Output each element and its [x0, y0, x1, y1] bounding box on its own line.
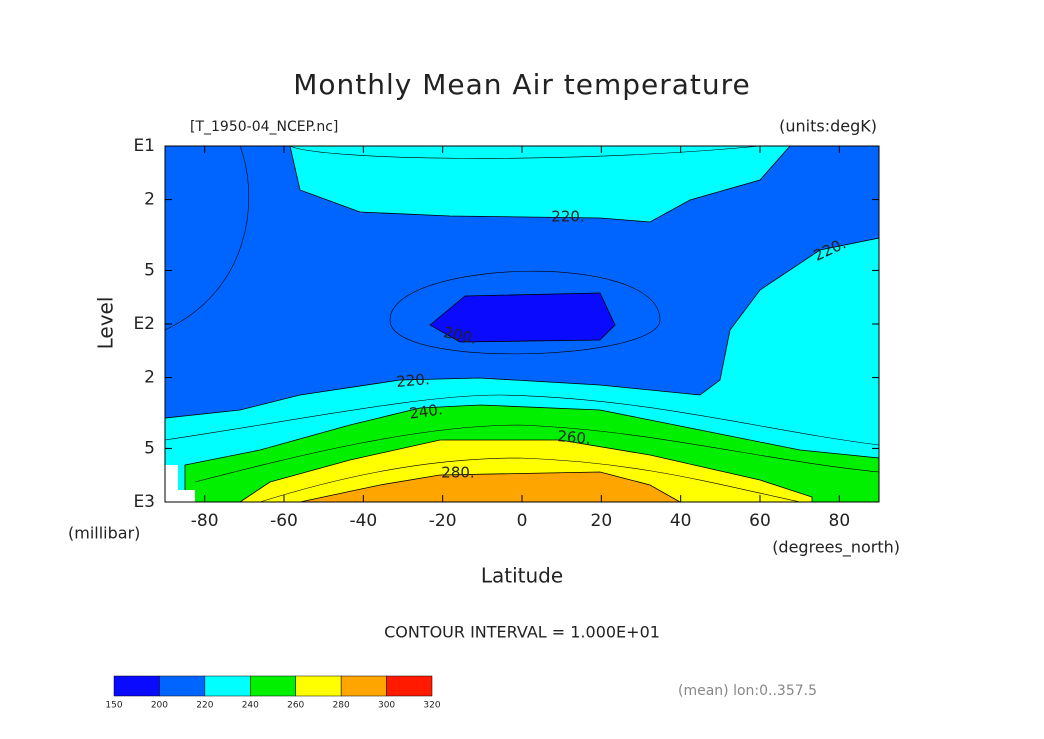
contour-band: [164, 145, 880, 419]
colorbar-label: 280: [333, 701, 350, 711]
y-tick-label: 5: [144, 260, 155, 280]
contour-line: [164, 394, 880, 446]
contour-label: 220.: [396, 370, 431, 391]
colorbar-label: 220: [196, 701, 213, 711]
colorbar-label: 260: [287, 701, 304, 711]
colorbar-box: [113, 675, 160, 697]
x-tick-label: -40: [349, 511, 377, 531]
colorbar-label: 300: [378, 701, 395, 711]
contour-line: [194, 424, 880, 483]
contour-line: [289, 145, 761, 159]
x-axis-label: Latitude: [481, 564, 563, 588]
contour-line: [164, 145, 249, 331]
colorbar-label: 200: [151, 701, 168, 711]
contour-label: 280.: [441, 464, 474, 482]
colorbar-box: [250, 675, 296, 697]
x-tick-label: -80: [191, 511, 219, 531]
y-tick-label: 2: [144, 190, 155, 210]
colorbar-box: [295, 675, 342, 697]
chart-title: Monthly Mean Air temperature: [293, 68, 751, 101]
x-tick-label: 0: [517, 511, 528, 531]
contour-label: 240.: [408, 400, 444, 422]
subtitle: [T_1950-04_NCEP.nc]: [190, 119, 338, 135]
x-tick-label: 20: [591, 511, 613, 531]
x-tick-label: 40: [670, 511, 692, 531]
contour-label: 220.: [551, 208, 584, 226]
y-axis-label: Level: [94, 297, 118, 350]
contour-label: 260.: [557, 427, 592, 448]
y-unit: (millibar): [68, 524, 140, 543]
colorbar-label: 150: [105, 701, 122, 711]
colorbar-box: [386, 675, 433, 697]
y-tick-label: E2: [133, 314, 155, 334]
colorbar-box: [159, 675, 206, 697]
x-tick-label: 80: [829, 511, 851, 531]
y-tick-label: E3: [133, 492, 155, 512]
colorbar-label: 320: [423, 701, 440, 711]
colorbar-box: [340, 675, 387, 697]
x-tick-label: 60: [749, 511, 771, 531]
colorbar-box: [204, 675, 251, 697]
x-unit: (degrees_north): [772, 538, 900, 558]
x-tick-label: -60: [270, 511, 298, 531]
y-tick-label: E1: [133, 136, 155, 156]
contour-line: [259, 457, 801, 503]
contour-band: [429, 292, 616, 343]
contour-interval: CONTOUR INTERVAL = 1.000E+01: [384, 623, 660, 642]
y-tick-label: 2: [144, 368, 155, 388]
y-tick-label: 5: [144, 438, 155, 458]
x-tick-label: -20: [429, 511, 457, 531]
units: (units:degK): [779, 117, 877, 136]
missing-data: [165, 465, 195, 502]
colorbar-label: 240: [242, 701, 259, 711]
note: (mean) lon:0..357.5: [678, 683, 817, 699]
contour-line: [389, 270, 661, 355]
